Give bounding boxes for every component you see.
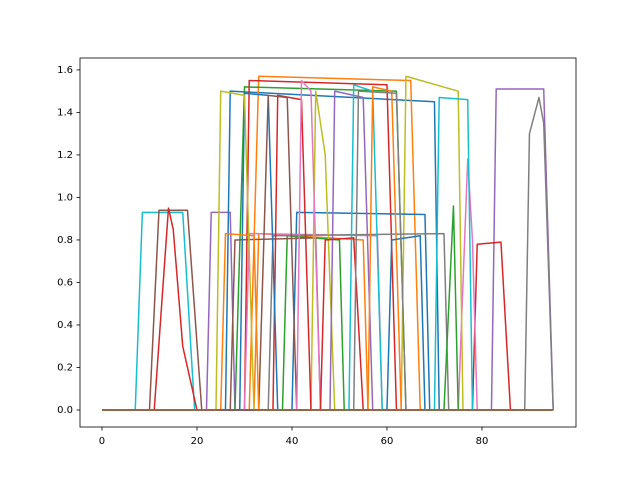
series-line xyxy=(101,94,554,411)
series-line xyxy=(101,241,554,411)
series-line xyxy=(101,158,554,411)
y-tick-label: 0.2 xyxy=(57,362,73,373)
x-tick-label: 60 xyxy=(381,436,394,447)
y-tick-label: 0.8 xyxy=(57,235,73,246)
series-line xyxy=(101,234,554,411)
series-line xyxy=(101,211,554,411)
y-tick-label: 1.6 xyxy=(57,65,73,76)
y-tick-label: 1.2 xyxy=(57,150,73,161)
x-tick-label: 20 xyxy=(191,436,204,447)
series-line xyxy=(101,211,554,411)
y-tick-label: 0.0 xyxy=(57,405,73,416)
series-line xyxy=(101,90,554,411)
series-line xyxy=(101,96,554,411)
axes-frame xyxy=(79,57,577,428)
y-tick-label: 0.6 xyxy=(57,277,73,288)
y-tick-label: 0.4 xyxy=(57,320,73,331)
series-line xyxy=(101,90,554,411)
series-line xyxy=(101,232,554,411)
x-tick-label: 0 xyxy=(99,436,105,447)
series-line xyxy=(101,84,554,411)
series-line xyxy=(101,88,554,411)
series-line xyxy=(101,79,554,411)
series-line xyxy=(101,86,554,411)
series-line xyxy=(101,96,554,411)
series-line xyxy=(101,90,554,411)
series-line xyxy=(101,232,554,411)
series-line xyxy=(101,86,554,411)
x-tick-label: 40 xyxy=(286,436,299,447)
series-line xyxy=(101,211,554,411)
y-tick-label: 1.0 xyxy=(57,192,73,203)
plot-area xyxy=(101,75,554,411)
series-line xyxy=(101,92,554,411)
series-line xyxy=(101,232,554,411)
y-tick-label: 1.4 xyxy=(57,107,73,118)
series-line xyxy=(101,237,554,411)
series-line xyxy=(101,90,554,411)
series-line xyxy=(101,234,554,411)
series-line xyxy=(101,232,554,411)
series-line xyxy=(101,90,554,411)
series-line xyxy=(101,94,554,411)
series-line xyxy=(101,237,554,411)
series-line xyxy=(101,79,554,411)
x-tick-label: 80 xyxy=(476,436,489,447)
